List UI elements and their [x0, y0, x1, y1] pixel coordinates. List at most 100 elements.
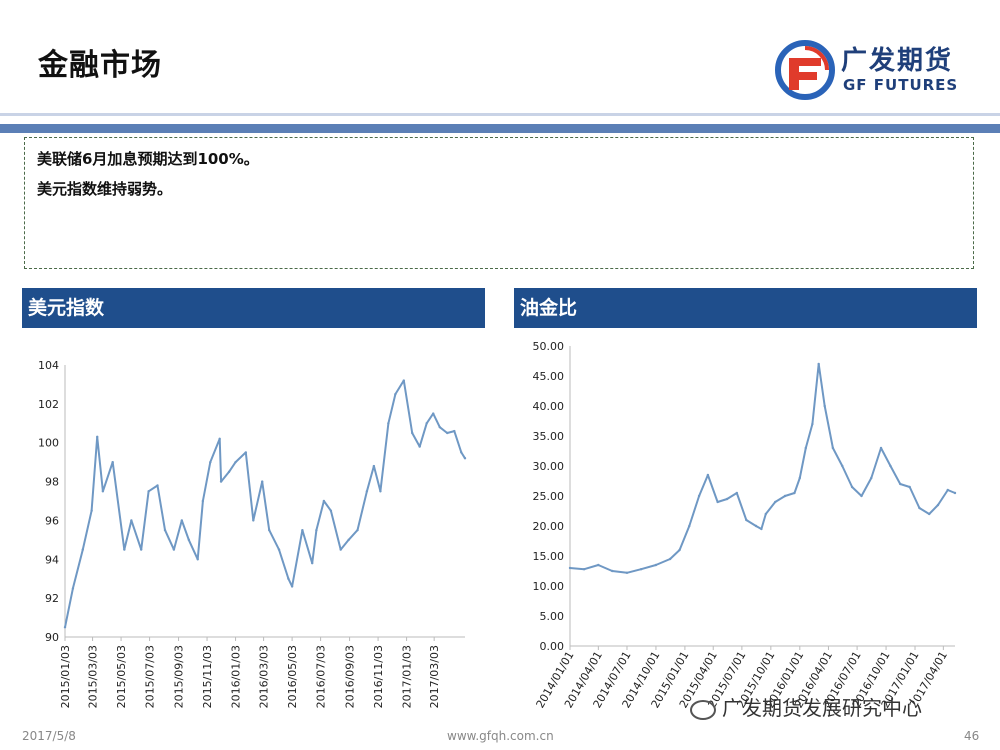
footer-url: www.gfqh.com.cn	[447, 729, 554, 743]
y-tick-label: 94	[45, 553, 59, 566]
footer-page-number: 46	[964, 729, 980, 743]
data-point	[745, 518, 748, 522]
wechat-watermark: 广发期货发展研究中心	[690, 692, 922, 721]
oil-gold-ratio-chart: 0.00 5.00 10.00 15.00 20.00 25.00 30.00 35.00 40…	[533, 340, 957, 710]
x-tick-label: 2016/03/03	[258, 645, 271, 708]
data-point	[218, 437, 221, 441]
data-point	[697, 494, 701, 498]
y-tick-label: 25.00	[533, 490, 565, 503]
x-tick-label: 2016/07/03	[315, 645, 328, 708]
data-point	[639, 568, 643, 571]
x-tick-label: 2016/09/03	[344, 645, 357, 708]
top-band	[0, 124, 1000, 133]
data-point	[764, 512, 768, 516]
data-point	[418, 445, 421, 448]
x-tick-label: 2015/11/03	[201, 645, 214, 708]
data-point	[227, 470, 231, 474]
data-point	[678, 548, 681, 552]
data-point	[463, 457, 467, 460]
summary-line-2: 美元指数维持弱势。	[37, 180, 173, 198]
data-point	[268, 528, 271, 532]
data-point	[438, 425, 441, 429]
data-point	[899, 482, 902, 486]
data-point	[287, 577, 290, 580]
data-point	[201, 499, 205, 503]
y-tick-label: 90	[45, 631, 59, 644]
data-point	[180, 519, 184, 522]
data-point	[870, 476, 873, 480]
data-point	[811, 422, 814, 426]
data-point	[63, 626, 67, 629]
data-point	[798, 476, 802, 480]
data-point	[453, 429, 456, 433]
data-point	[277, 548, 281, 551]
data-point	[908, 485, 911, 489]
logo-en: GF FUTURES	[843, 76, 959, 94]
data-point	[156, 484, 159, 487]
series-line	[64, 379, 466, 628]
logo-cn: 广发期货	[841, 46, 954, 76]
data-point	[432, 412, 435, 415]
data-point	[754, 524, 758, 528]
data-point	[688, 524, 691, 528]
data-point	[301, 528, 304, 532]
data-point	[425, 422, 428, 425]
x-tick-label: 2015/07/03	[144, 645, 157, 708]
y-tick-label: 20.00	[533, 520, 565, 533]
data-point	[953, 491, 957, 495]
data-point	[725, 497, 729, 501]
data-point	[365, 490, 369, 493]
y-tick-label: 0.00	[540, 640, 565, 653]
data-point	[946, 488, 949, 492]
data-point	[219, 480, 223, 483]
data-point	[716, 500, 719, 504]
data-point	[234, 460, 237, 464]
data-point	[817, 362, 820, 366]
y-tick-label: 40.00	[533, 400, 565, 413]
data-point	[347, 538, 350, 542]
data-point	[774, 500, 777, 504]
data-point	[244, 451, 248, 454]
data-point	[783, 494, 787, 498]
data-point	[111, 460, 114, 464]
data-point	[860, 494, 863, 498]
data-point	[147, 490, 150, 493]
data-point	[850, 485, 854, 489]
data-point	[90, 509, 93, 512]
data-point	[372, 464, 376, 468]
data-point	[339, 548, 342, 551]
data-point	[735, 491, 739, 495]
data-point	[918, 506, 921, 510]
data-point	[597, 563, 600, 567]
y-tick-label: 10.00	[533, 580, 565, 593]
data-point	[879, 446, 883, 450]
footer-date: 2017/5/8	[22, 729, 76, 743]
summary-box: 美联储6月加息预期达到100%。 美元指数维持弱势。	[24, 137, 974, 269]
y-tick-label: 30.00	[533, 460, 565, 473]
data-point	[460, 451, 463, 454]
data-point	[252, 519, 255, 522]
series-line	[569, 363, 956, 574]
y-tick-label: 92	[45, 592, 59, 605]
usd-index-chart: 90 92 94 96 98 100 102 104 2015/01/03 2015/03/03 2…	[38, 359, 467, 708]
y-tick-label: 100	[38, 437, 59, 450]
x-tick-label: 2017/01/03	[401, 645, 414, 708]
page-title: 金融市场	[38, 48, 162, 83]
data-point	[329, 509, 333, 512]
data-point	[163, 528, 167, 532]
data-point	[582, 568, 586, 571]
data-point	[706, 473, 710, 477]
data-point	[831, 446, 835, 450]
data-point	[793, 491, 796, 495]
x-tick-label: 2016/05/03	[286, 645, 299, 708]
x-tick-label: 2016/11/03	[372, 645, 385, 708]
data-point	[172, 548, 176, 551]
x-tick-label: 2015/01/03	[59, 645, 72, 708]
data-point	[804, 446, 807, 450]
y-tick-label: 50.00	[533, 340, 565, 353]
x-tick-label: 2015/05/03	[115, 645, 128, 708]
data-point	[209, 460, 212, 464]
x-tick-label: 2016/01/03	[230, 645, 243, 708]
y-tick-label: 96	[45, 514, 59, 527]
x-tick-label: 2017/03/03	[428, 645, 441, 708]
